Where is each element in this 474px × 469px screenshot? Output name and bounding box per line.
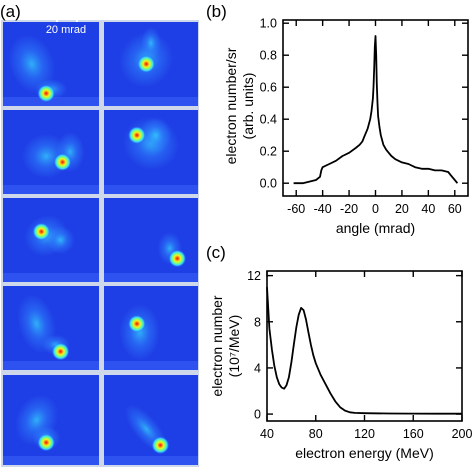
y-tick-label: 0.0 (260, 177, 277, 191)
y-tick-label: 1.0 (260, 17, 277, 31)
chart-b: -60 -40 -20 0 20 40 60 0.0 0.2 0.4 0.6 0.8 1.0 angle … (223, 17, 469, 236)
beam-halo (46, 226, 75, 254)
y-axis-label: electron number/sr(arb. units) (223, 47, 256, 164)
panel-c-energy-spectrum: (c) 40 80 120 160 200 0 4 8 12 electron energy (M… (206, 243, 472, 461)
plot-frame (266, 270, 463, 422)
beam-image (104, 198, 198, 282)
x-tick-label: 120 (354, 427, 375, 441)
y-axis-label-line: (arb. units) (240, 73, 256, 140)
x-tick-label: -60 (287, 202, 305, 216)
beam-image-edge (3, 361, 99, 370)
x-tick-label: 40 (260, 427, 274, 441)
x-tick-label: 60 (448, 202, 462, 216)
beam-image-edge (3, 97, 99, 106)
beam-image-background (104, 198, 198, 282)
panel-label-c: (c) (206, 243, 226, 262)
beam-spot (137, 55, 156, 73)
y-axis-label-line: electron number/sr (223, 47, 239, 164)
beam-image-edge (104, 361, 198, 370)
beam-image-edge (104, 273, 198, 282)
y-tick-label: 0.4 (260, 113, 277, 127)
beam-image (3, 375, 99, 465)
beam-image (104, 375, 198, 465)
y-axis-label-line: electron number (209, 295, 225, 397)
beam-image (3, 198, 99, 282)
y-tick-label: 0.2 (260, 145, 277, 159)
beam-image (3, 286, 99, 370)
beam-spot (53, 153, 72, 172)
beam-image-edge (104, 97, 198, 106)
beam-image (3, 110, 99, 194)
panel-label-b: (b) (206, 2, 227, 21)
y-axis-label: electron number(10⁷/MeV) (209, 295, 242, 397)
x-tick-label: -40 (314, 202, 332, 216)
x-tick-label: 0 (372, 202, 379, 216)
x-tick-label: 80 (309, 427, 323, 441)
beam-image (3, 22, 99, 106)
y-tick-label: 12 (247, 269, 261, 283)
beam-spot (151, 436, 170, 455)
panel-label-a: (a) (0, 2, 21, 21)
beam-image-edge (3, 273, 99, 282)
x-tick-label: 40 (421, 202, 435, 216)
x-tick-label: 20 (395, 202, 409, 216)
beam-spot (37, 84, 56, 103)
beam-spot (127, 314, 146, 333)
panel-a-beam-images: 20 mrad (a) (0, 2, 199, 467)
chart-c: 40 80 120 160 200 0 4 8 12 electron energy (MeV) e… (209, 269, 472, 461)
beam-spot (168, 249, 187, 268)
beam-image (104, 22, 198, 106)
beam-image (104, 110, 198, 194)
beam-halo (139, 117, 172, 154)
scale-bar: 20 mrad (46, 12, 86, 36)
beam-spot (37, 433, 56, 452)
x-tick-label: 200 (452, 427, 473, 441)
beam-image-edge (3, 185, 99, 194)
beam-spot (127, 126, 146, 145)
x-tick-label: -20 (340, 202, 358, 216)
beam-spot (32, 222, 51, 241)
beam-image-edge (104, 185, 198, 194)
beam-image-grid (3, 22, 198, 465)
beam-image (104, 286, 198, 370)
beam-halo (141, 27, 161, 59)
scale-bar-label: 20 mrad (46, 24, 86, 36)
y-tick-label: 0.6 (260, 81, 277, 95)
data-line (293, 35, 459, 185)
data-line (266, 287, 462, 415)
x-axis-label: angle (mrad) (336, 220, 415, 236)
y-tick-label: 4 (254, 361, 261, 375)
x-axis-label: electron energy (MeV) (295, 445, 434, 461)
beam-image-edge (104, 456, 198, 465)
y-tick-label: 0.8 (260, 49, 277, 63)
y-tick-label: 8 (254, 315, 261, 329)
x-tick-label: 160 (403, 427, 424, 441)
beam-halo (8, 34, 55, 94)
y-axis-label-line: (10⁷/MeV) (226, 315, 242, 378)
beam-spot (51, 342, 70, 361)
beam-image-edge (3, 456, 99, 465)
panel-b-angular-distribution: (b) -60 -40 -20 0 20 40 60 0.0 0.2 0.4 0.6 0.8 1.0 an… (206, 2, 469, 236)
y-tick-label: 0 (254, 408, 261, 422)
